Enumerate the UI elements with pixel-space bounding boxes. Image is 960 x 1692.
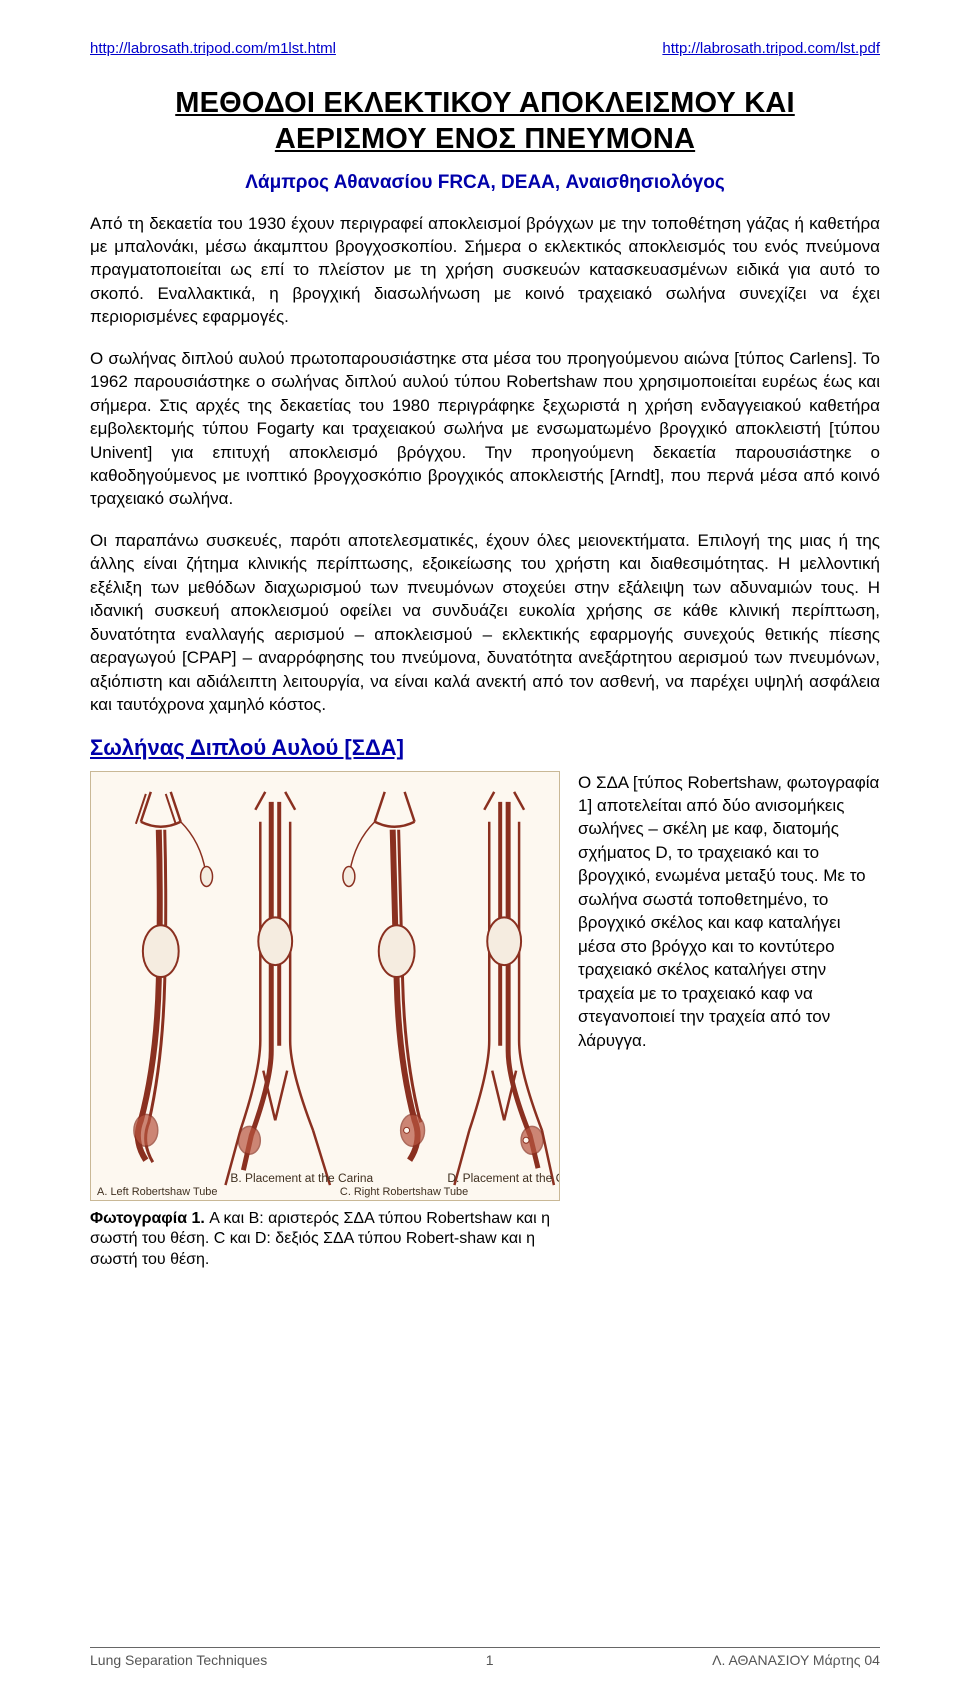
header-link-left[interactable]: http://labrosath.tripod.com/m1lst.html	[90, 40, 336, 57]
page-footer: Lung Separation Techniques 1 Λ. ΑΘΑΝΑΣΙΟ…	[90, 1647, 880, 1668]
side-text-column: Ο ΣΔΑ [τύπος Robertshaw, φωτογραφία 1] α…	[578, 771, 880, 1052]
header-row: http://labrosath.tripod.com/m1lst.html h…	[90, 40, 880, 57]
footer-right: Λ. ΑΘΑΝΑΣΙΟΥ Μάρτης 04	[712, 1652, 880, 1668]
figure-column: A. Left Robertshaw Tube B. Placement at …	[90, 771, 560, 1271]
paragraph-1: Από τη δεκαετία του 1930 έχουν περιγραφε…	[90, 212, 880, 329]
fig-label-A: A. Left Robertshaw Tube	[97, 1186, 217, 1198]
page: http://labrosath.tripod.com/m1lst.html h…	[0, 0, 960, 1692]
fig-label-D: D. Placement at the Carina	[447, 1171, 559, 1185]
paragraph-3: Οι παραπάνω συσκευές, παρότι αποτελεσματ…	[90, 529, 880, 717]
paragraph-2: Ο σωλήνας διπλού αυλού πρωτοπαρουσιάστηκ…	[90, 347, 880, 511]
title-block: ΜΕΘΟΔΟΙ ΕΚΛΕΚΤΙΚΟΥ ΑΠΟΚΛΕΙΣΜΟΥ ΚΑΙ ΑΕΡΙΣ…	[90, 85, 880, 194]
fig-label-C: C. Right Robertshaw Tube	[340, 1186, 468, 1198]
figure-image: A. Left Robertshaw Tube B. Placement at …	[90, 771, 560, 1201]
figure-caption: Φωτογραφία 1. A και B: αριστερός ΣΔΑ τύπ…	[90, 1209, 560, 1271]
footer-left: Lung Separation Techniques	[90, 1652, 267, 1668]
footer-page-number: 1	[486, 1652, 494, 1668]
fig-label-B: B. Placement at the Carina	[230, 1171, 373, 1185]
caption-label: Φωτογραφία 1.	[90, 1210, 205, 1227]
side-paragraph: Ο ΣΔΑ [τύπος Robertshaw, φωτογραφία 1] α…	[578, 771, 880, 1052]
section-heading-sda: Σωλήνας Διπλού Αυλού [ΣΔΑ]	[90, 735, 880, 761]
robertshaw-tubes-illustration: A. Left Robertshaw Tube B. Placement at …	[91, 772, 559, 1200]
figure-row: A. Left Robertshaw Tube B. Placement at …	[90, 771, 880, 1271]
author-subtitle: Λάμπρος Αθανασίου FRCA, DEAA, Αναισθησιο…	[90, 172, 880, 194]
page-title-line1: ΜΕΘΟΔΟΙ ΕΚΛΕΚΤΙΚΟΥ ΑΠΟΚΛΕΙΣΜΟΥ ΚΑΙ	[90, 85, 880, 121]
page-title-line2: ΑΕΡΙΣΜΟΥ ΕΝΟΣ ΠΝΕΥΜΟΝΑ	[90, 121, 880, 157]
header-link-right[interactable]: http://labrosath.tripod.com/lst.pdf	[662, 40, 880, 57]
